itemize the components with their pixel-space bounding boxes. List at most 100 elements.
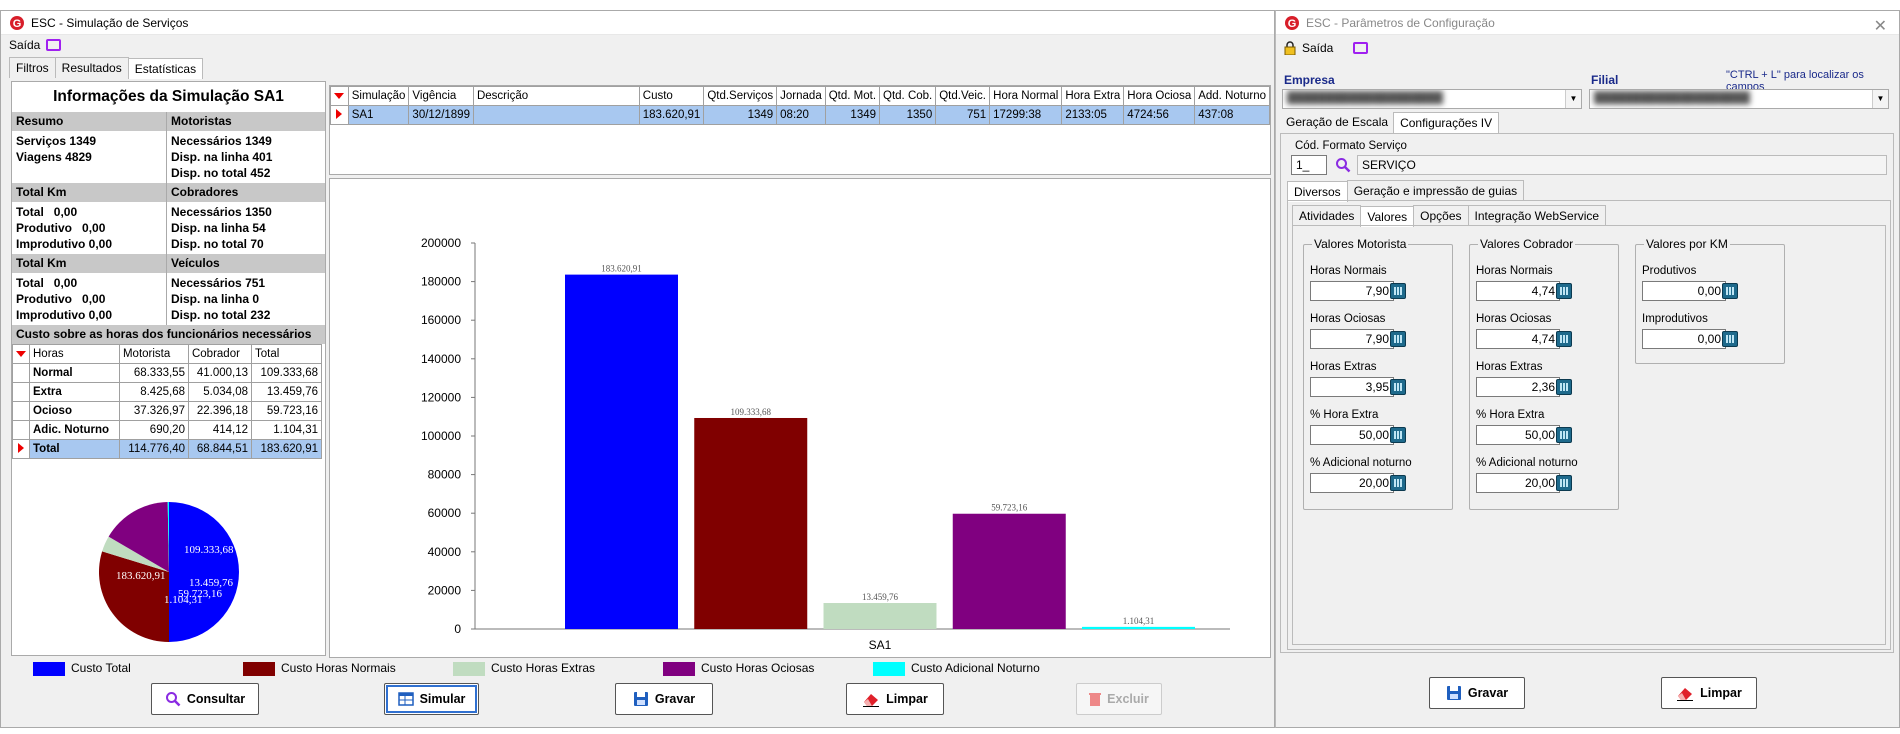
pie-slice: [169, 502, 239, 642]
simulation-row[interactable]: SA1 30/12/1899 183.620,91 1349 08:20 1349 1350…: [330, 105, 1270, 125]
value-input[interactable]: 4,74: [1476, 281, 1560, 301]
value-input[interactable]: 20,00: [1310, 473, 1394, 493]
config-gravar-button[interactable]: Gravar: [1429, 677, 1525, 709]
limpar-button[interactable]: Limpar: [846, 683, 944, 715]
sim-col-header[interactable]: Qtd.Serviços: [703, 86, 778, 106]
tab-geracao-guias[interactable]: Geração e impressão de guias: [1346, 180, 1525, 201]
cell: Extra: [29, 382, 120, 402]
calculator-icon[interactable]: [1556, 475, 1572, 491]
value-input[interactable]: 7,90: [1310, 281, 1394, 301]
sim-col-header[interactable]: Hora Ociosa: [1123, 86, 1196, 106]
sim-col-header[interactable]: Hora Normal: [989, 86, 1063, 106]
tab-geracao-escala[interactable]: Geração de Escala: [1280, 112, 1395, 132]
sim-cell: [472, 105, 640, 125]
tab-configuracoes-iv[interactable]: Configurações IV: [1393, 112, 1500, 133]
servicos-value: 1349: [69, 134, 97, 148]
vei-disp-linha-value: 0: [252, 292, 260, 306]
chevron-down-icon[interactable]: ▼: [1872, 90, 1888, 108]
km-produtivo-label: Produtivo: [16, 221, 72, 235]
table-row-selected[interactable]: Total 114.776,40 68.844,51 183.620,91: [12, 439, 322, 459]
simulacao-window: G ESC - Simulação de Serviços Saída Filt…: [0, 10, 1275, 728]
tab-filtros[interactable]: Filtros: [9, 57, 56, 78]
calculator-icon[interactable]: [1390, 475, 1406, 491]
chevron-down-icon[interactable]: ▼: [1565, 90, 1581, 108]
value-input[interactable]: 0,00: [1642, 329, 1726, 349]
tab-integracao[interactable]: Integração WebService: [1467, 205, 1607, 226]
field-label: % Hora Extra: [1476, 409, 1545, 421]
sort-indicator-icon[interactable]: [16, 351, 26, 357]
sim-col-header[interactable]: Jornada: [776, 86, 826, 106]
calculator-icon[interactable]: [1556, 283, 1572, 299]
value-input[interactable]: 4,74: [1476, 329, 1560, 349]
menu-exit[interactable]: Saída: [9, 38, 41, 52]
monitor-icon[interactable]: [46, 39, 62, 51]
table-row[interactable]: Normal 68.333,55 41.000,13 109.333,68: [12, 363, 322, 383]
calculator-icon[interactable]: [1556, 427, 1572, 443]
value-input[interactable]: 50,00: [1310, 425, 1394, 445]
col-total[interactable]: Total: [251, 344, 322, 364]
sim-cell: SA1: [347, 105, 410, 125]
pie-label: 13.459,76: [189, 577, 234, 589]
cod-formato-input[interactable]: 1_: [1291, 155, 1327, 175]
simular-button[interactable]: Simular: [384, 683, 479, 715]
sort-indicator-icon[interactable]: [334, 93, 345, 99]
calculator-icon[interactable]: [1722, 283, 1738, 299]
sim-col-header[interactable]: Custo: [638, 86, 705, 106]
calculator-icon[interactable]: [1390, 331, 1406, 347]
col-motorista[interactable]: Motorista: [118, 344, 189, 364]
window-title: ESC - Simulação de Serviços: [31, 15, 189, 30]
sim-col-header[interactable]: Add. Noturno: [1194, 86, 1270, 106]
tab-atividades[interactable]: Atividades: [1292, 205, 1362, 226]
value-input[interactable]: 50,00: [1476, 425, 1560, 445]
close-icon[interactable]: ✕: [1873, 18, 1887, 35]
legend-swatch: [873, 661, 905, 676]
legend-label: Custo Horas Normais: [281, 661, 396, 675]
calculator-icon[interactable]: [1556, 379, 1572, 395]
formato-desc-field: SERVIÇO: [1357, 155, 1887, 175]
tab-valores[interactable]: Valores: [1360, 206, 1415, 227]
menu-exit[interactable]: Saída: [1302, 41, 1334, 55]
filial-select[interactable]: ████████████████████ ▼: [1589, 89, 1889, 109]
calculator-icon[interactable]: [1556, 331, 1572, 347]
col-cobrador[interactable]: Cobrador: [187, 344, 253, 364]
sim-col-header[interactable]: Qtd.Veic.: [935, 86, 991, 106]
calculator-icon[interactable]: [1390, 427, 1406, 443]
cell: 114.776,40: [118, 439, 189, 459]
table-row[interactable]: Extra 8.425,68 5.034,08 13.459,76: [12, 382, 322, 402]
col-horas[interactable]: Horas: [29, 344, 120, 364]
y-tick-label: 100000: [421, 429, 461, 443]
legend-label: Custo Horas Ociosas: [701, 661, 815, 675]
calculator-icon[interactable]: [1390, 379, 1406, 395]
excluir-button[interactable]: Excluir: [1076, 683, 1162, 715]
empresa-select[interactable]: ████████████████████ ▼: [1282, 89, 1582, 109]
sim-col-header[interactable]: Qtd. Cob.: [879, 86, 937, 106]
search-icon[interactable]: [1335, 157, 1351, 173]
monitor-icon[interactable]: [1353, 42, 1369, 54]
value-input[interactable]: 0,00: [1642, 281, 1726, 301]
tab-opcoes[interactable]: Opções: [1413, 205, 1469, 226]
value-input[interactable]: 7,90: [1310, 329, 1394, 349]
tab-resultados[interactable]: Resultados: [54, 57, 129, 78]
save-icon: [1446, 686, 1461, 700]
sim-col-header[interactable]: Hora Extra: [1061, 86, 1125, 106]
sim-col-header[interactable]: Qtd. Mot.: [824, 86, 881, 106]
consultar-button[interactable]: Consultar: [151, 683, 259, 715]
sim-col-header[interactable]: Simulação: [347, 86, 410, 106]
sim-col-header[interactable]: Vigência: [408, 86, 474, 106]
bar: [565, 274, 678, 629]
tab-estatisticas[interactable]: Estatísticas: [127, 58, 204, 79]
table-row[interactable]: Ocioso 37.326,97 22.396,18 59.723,16: [12, 401, 322, 421]
value-input[interactable]: 3,95: [1310, 377, 1394, 397]
value-input[interactable]: 2,36: [1476, 377, 1560, 397]
value-input[interactable]: 20,00: [1476, 473, 1560, 493]
calculator-icon[interactable]: [1390, 283, 1406, 299]
y-tick-label: 140000: [421, 352, 461, 366]
svg-text:G: G: [13, 18, 22, 30]
sub-tabs: Diversos Geração e impressão de guias: [1287, 180, 1525, 202]
table-row[interactable]: Adic. Noturno 690,20 414,12 1.104,31: [12, 420, 322, 440]
config-limpar-button[interactable]: Limpar: [1661, 677, 1757, 709]
tab-diversos[interactable]: Diversos: [1287, 181, 1348, 202]
calculator-icon[interactable]: [1722, 331, 1738, 347]
gravar-button[interactable]: Gravar: [615, 683, 713, 715]
sim-col-header[interactable]: Descrição: [472, 86, 640, 106]
